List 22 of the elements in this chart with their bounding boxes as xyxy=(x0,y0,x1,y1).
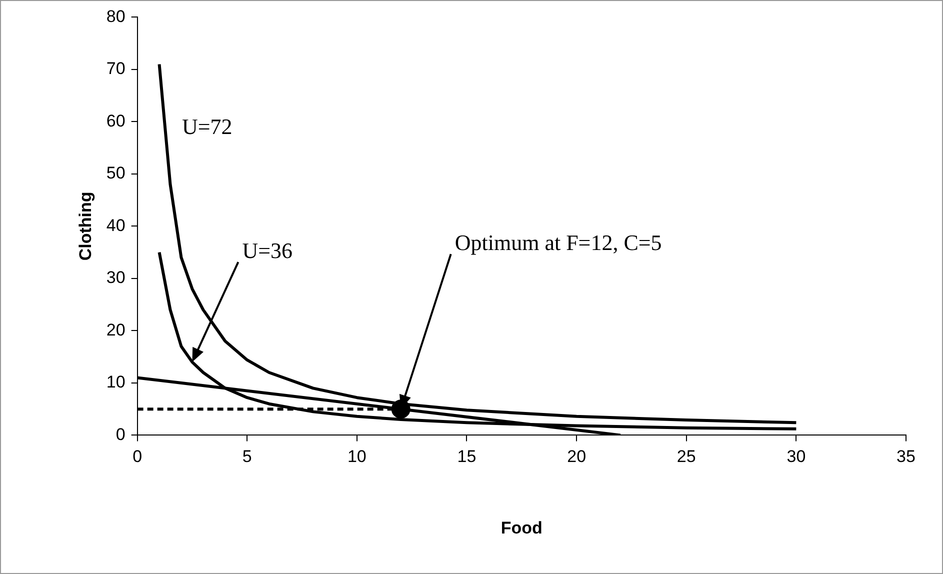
y-tick-label: 40 xyxy=(106,216,126,235)
y-tick-label: 80 xyxy=(106,6,126,26)
y-tick-label: 0 xyxy=(116,424,126,444)
annotation: Optimum at F=12, C=5 xyxy=(454,230,662,255)
y-tick-label: 10 xyxy=(106,372,126,392)
annotation: U=36 xyxy=(242,238,293,263)
annotation: U=72 xyxy=(182,114,232,139)
x-tick-label: 25 xyxy=(676,447,696,466)
x-tick-label: 20 xyxy=(567,447,586,466)
y-tick-label: 60 xyxy=(106,111,126,130)
y-axis-title: Clothing xyxy=(76,192,95,261)
y-tick-label: 30 xyxy=(106,268,126,288)
y-tick-label: 20 xyxy=(106,320,126,340)
x-tick-label: 10 xyxy=(347,447,366,466)
x-tick-label: 35 xyxy=(896,447,916,466)
x-tick-label: 5 xyxy=(242,447,252,466)
x-tick-label: 0 xyxy=(132,447,142,466)
x-tick-label: 30 xyxy=(786,447,806,466)
x-axis-title: Food xyxy=(500,518,542,538)
x-tick-label: 15 xyxy=(457,447,476,466)
y-tick-label: 50 xyxy=(106,164,126,183)
y-tick-label: 70 xyxy=(106,59,126,78)
